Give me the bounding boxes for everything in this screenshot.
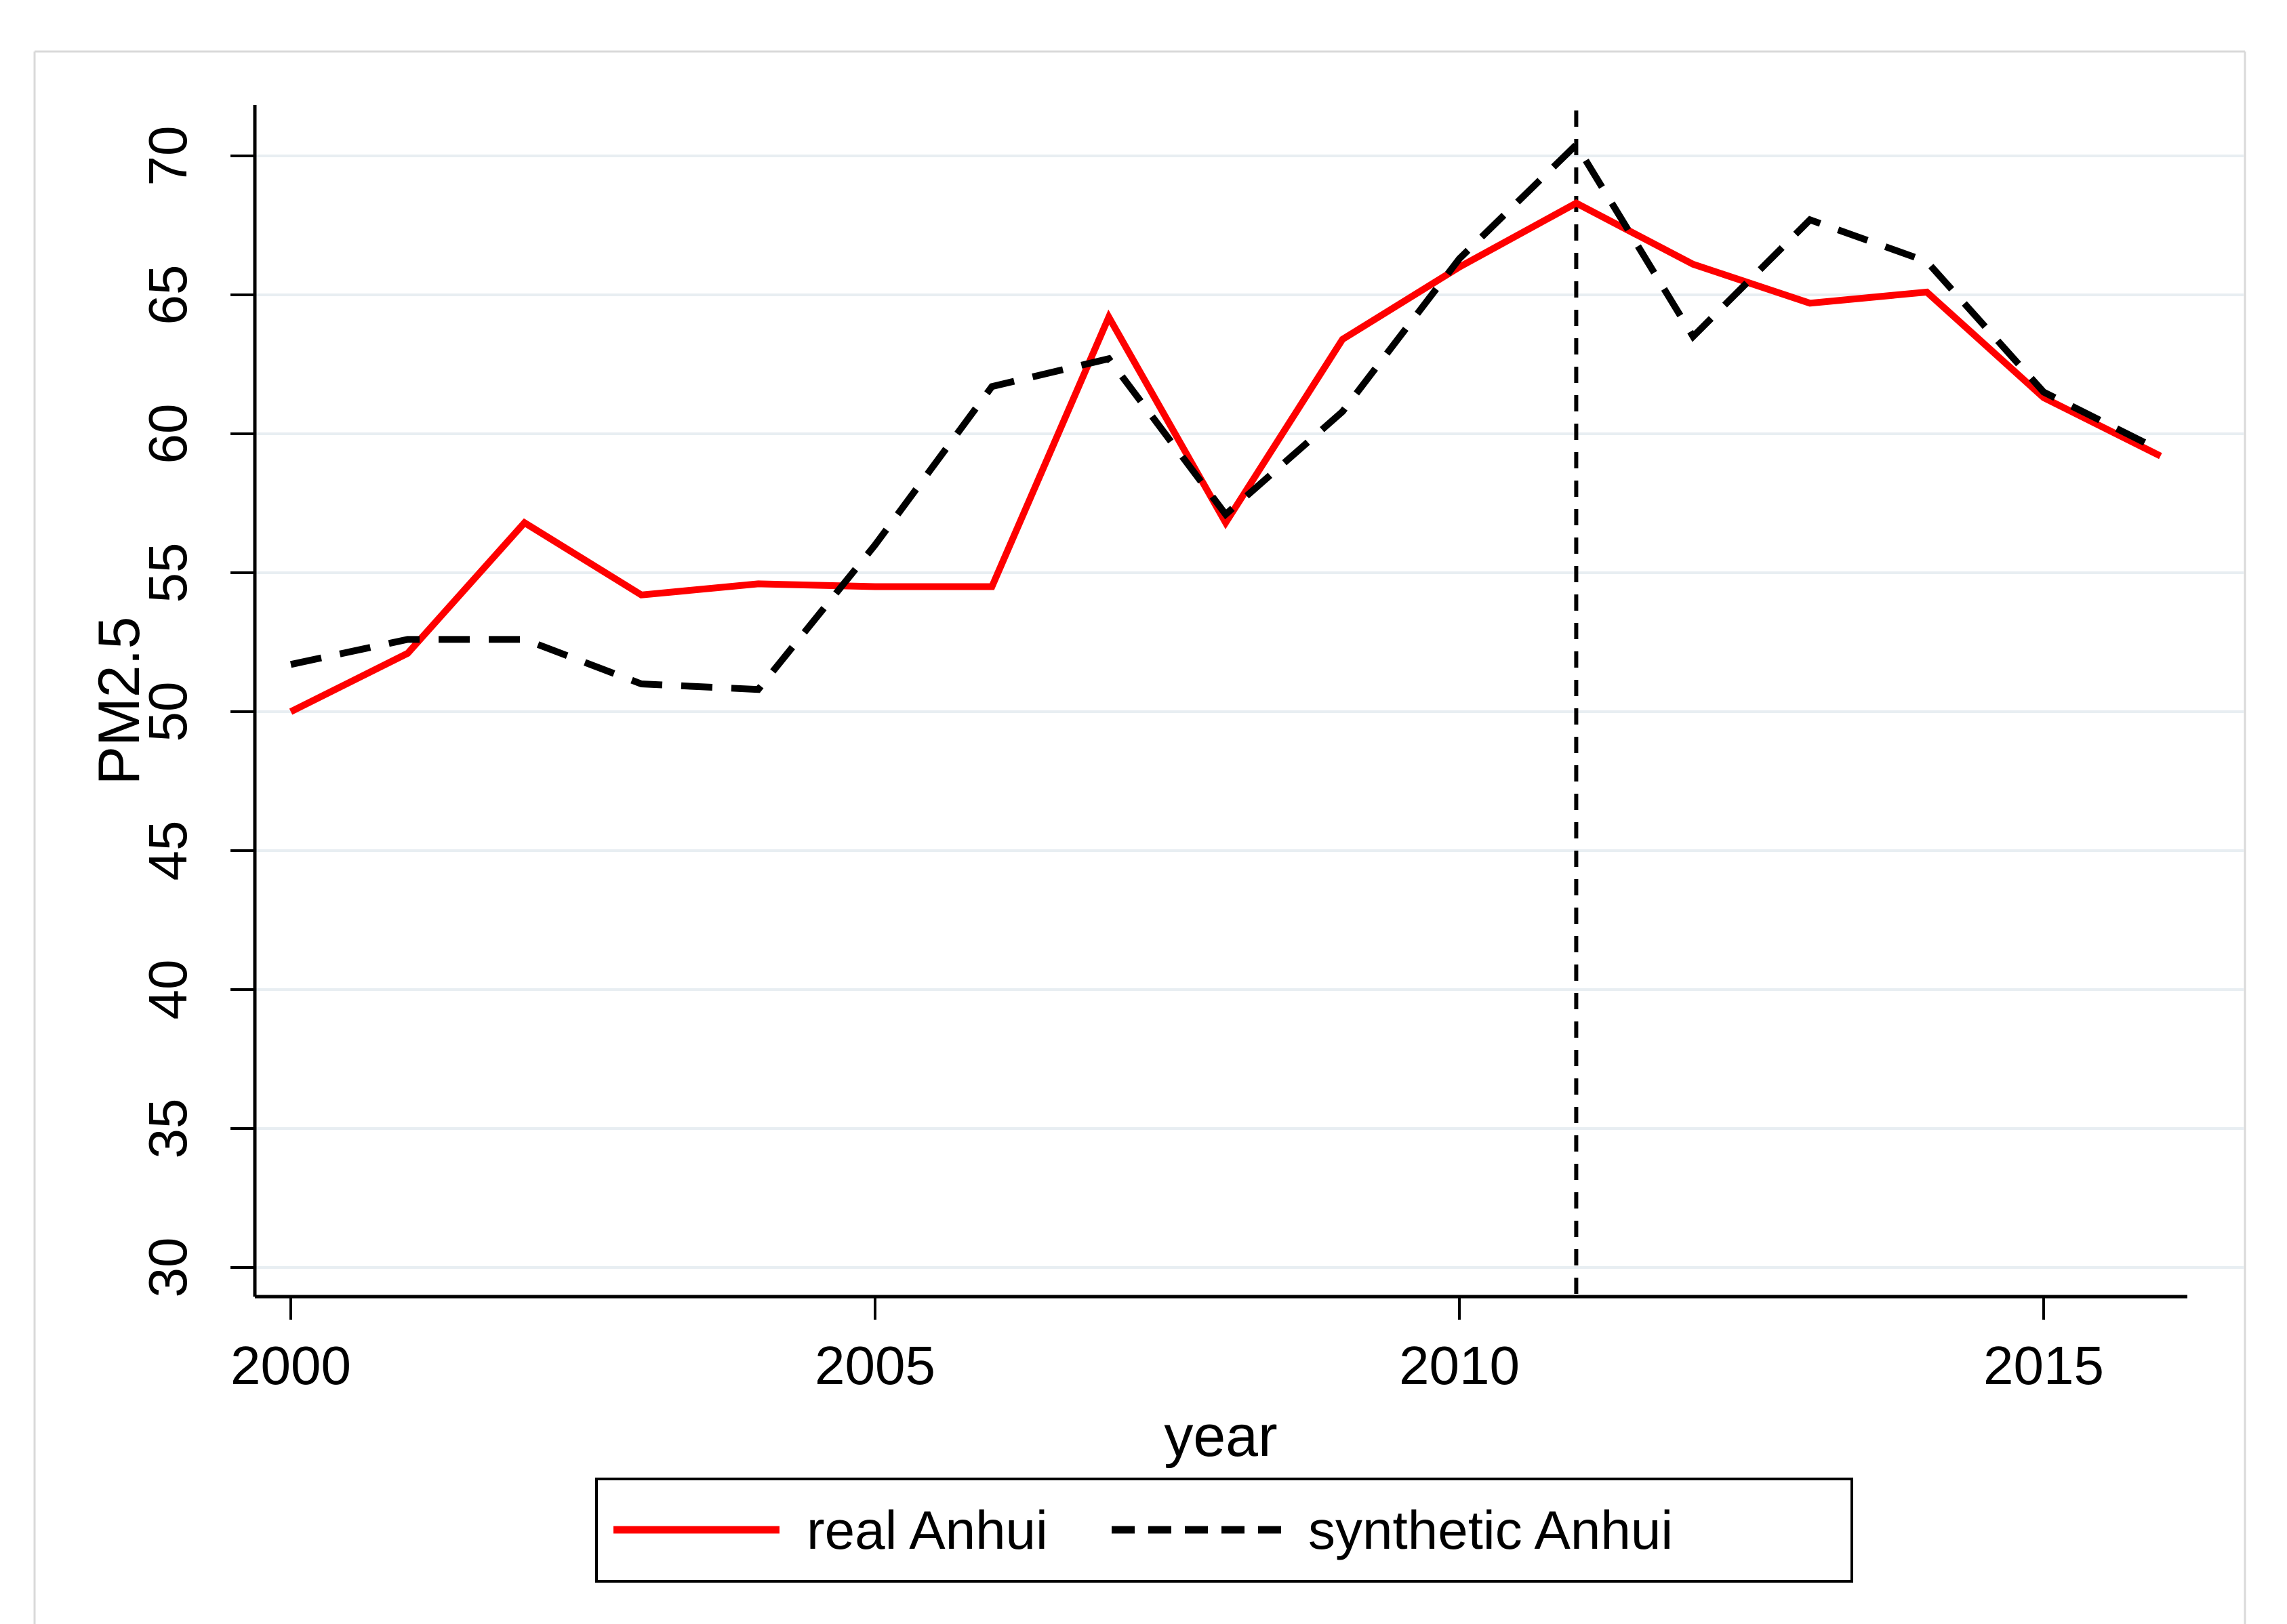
svg-text:65: 65 — [138, 265, 198, 325]
x-axis-ticks: 2000 2005 2010 2015 — [230, 1297, 2104, 1396]
svg-text:2005: 2005 — [815, 1335, 935, 1396]
legend: real Anhui synthetic Anhui — [595, 1478, 1853, 1583]
gridlines — [256, 155, 2244, 1269]
legend-label-real-anhui: real Anhui — [807, 1500, 1048, 1560]
svg-text:50: 50 — [138, 682, 198, 742]
svg-text:45: 45 — [138, 821, 198, 881]
svg-text:2000: 2000 — [230, 1335, 351, 1396]
y-axis-ticks: 30 35 40 45 50 55 60 65 70 — [138, 126, 255, 1298]
data-series — [289, 139, 2162, 715]
svg-text:55: 55 — [138, 543, 198, 603]
svg-text:60: 60 — [138, 404, 198, 464]
svg-text:35: 35 — [138, 1099, 198, 1159]
y-axis-title: PM2.5 — [87, 617, 152, 786]
x-axis-title: year — [1164, 1404, 1277, 1469]
svg-text:2010: 2010 — [1399, 1335, 1520, 1396]
svg-text:30: 30 — [138, 1238, 198, 1298]
figure-border — [33, 50, 2246, 1624]
svg-text:2015: 2015 — [1983, 1335, 2104, 1396]
axes — [253, 105, 2187, 1299]
svg-text:40: 40 — [138, 960, 198, 1020]
svg-text:70: 70 — [138, 126, 198, 186]
legend-label-synthetic-anhui: synthetic Anhui — [1308, 1500, 1673, 1560]
